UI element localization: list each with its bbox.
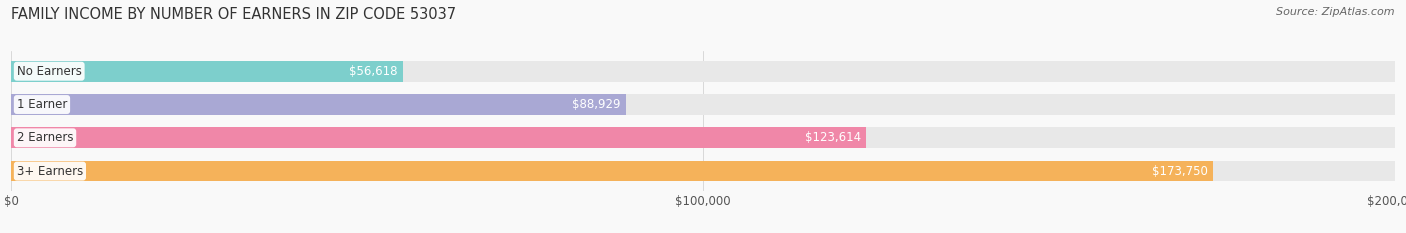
Text: 3+ Earners: 3+ Earners (17, 164, 83, 178)
Bar (11, 94, 1395, 115)
Bar (11, 127, 866, 148)
Text: $173,750: $173,750 (1152, 164, 1208, 178)
Bar (11, 61, 404, 82)
Bar (11, 161, 1213, 182)
Text: No Earners: No Earners (17, 65, 82, 78)
Bar (11, 161, 1395, 182)
Bar (11, 94, 627, 115)
Bar (11, 127, 1395, 148)
Text: $123,614: $123,614 (804, 131, 860, 144)
Bar (11, 61, 1395, 82)
Text: Source: ZipAtlas.com: Source: ZipAtlas.com (1277, 7, 1395, 17)
Text: $56,618: $56,618 (349, 65, 398, 78)
Text: 1 Earner: 1 Earner (17, 98, 67, 111)
Text: 2 Earners: 2 Earners (17, 131, 73, 144)
Text: FAMILY INCOME BY NUMBER OF EARNERS IN ZIP CODE 53037: FAMILY INCOME BY NUMBER OF EARNERS IN ZI… (11, 7, 457, 22)
Text: $88,929: $88,929 (572, 98, 621, 111)
